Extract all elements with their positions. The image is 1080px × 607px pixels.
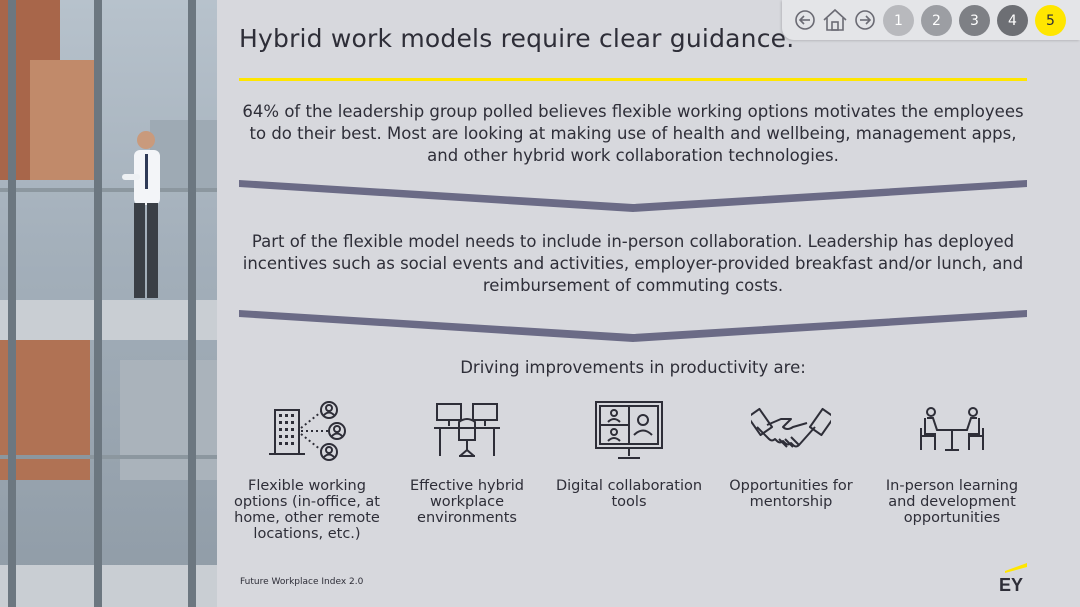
workstation-icon [434,403,500,457]
chevron-divider [239,180,1027,212]
driver-item: Flexible working options (in-office, at … [227,398,387,542]
handshake-icon [751,407,831,448]
driver-label: In-person learning and development oppor… [885,478,1019,526]
forward-button[interactable] [850,5,880,35]
driver-item: In-person learning and development oppor… [872,398,1032,526]
home-icon [823,8,847,31]
title-underline [239,78,1027,81]
office-photo [0,0,217,607]
slide-navigation: 1 2 3 4 5 [782,0,1080,40]
svg-text:EY: EY [999,575,1023,595]
back-button[interactable] [790,5,820,35]
footer-source: Future Workplace Index 2.0 [240,577,364,587]
chevron-divider [239,310,1027,342]
arrow-left-icon [795,10,815,30]
driver-label: Flexible working options (in-office, at … [234,478,380,542]
meeting-icon [920,407,984,451]
driver-item: Digital collaboration tools [549,398,709,510]
page-1-button[interactable]: 1 [883,5,914,36]
home-button[interactable] [820,5,850,35]
driver-label: Opportunities for mentorship [729,478,853,510]
page-2-button[interactable]: 2 [921,5,952,36]
driving-heading: Driving improvements in productivity are… [460,358,806,377]
slide-content: Hybrid work models require clear guidanc… [217,0,1080,607]
page-title: Hybrid work models require clear guidanc… [239,24,795,53]
arrow-right-icon [855,10,875,30]
driver-label: Effective hybrid workplace environments [409,478,525,526]
video-conference-icon [595,401,663,459]
inperson-paragraph: Part of the flexible model needs to incl… [242,232,1024,295]
building-people-icon [269,401,346,461]
driver-item: Effective hybrid workplace environments [387,398,547,526]
driver-label: Digital collaboration tools [555,478,703,510]
intro-paragraph: 64% of the leadership group polled belie… [242,102,1024,165]
page-3-button[interactable]: 3 [959,5,990,36]
page-4-button[interactable]: 4 [997,5,1028,36]
ey-logo: EY [999,563,1027,595]
productivity-drivers: Flexible working options (in-office, at … [227,398,1047,558]
driver-item: Opportunities for mentorship [711,398,871,510]
page-5-button[interactable]: 5 [1035,5,1066,36]
